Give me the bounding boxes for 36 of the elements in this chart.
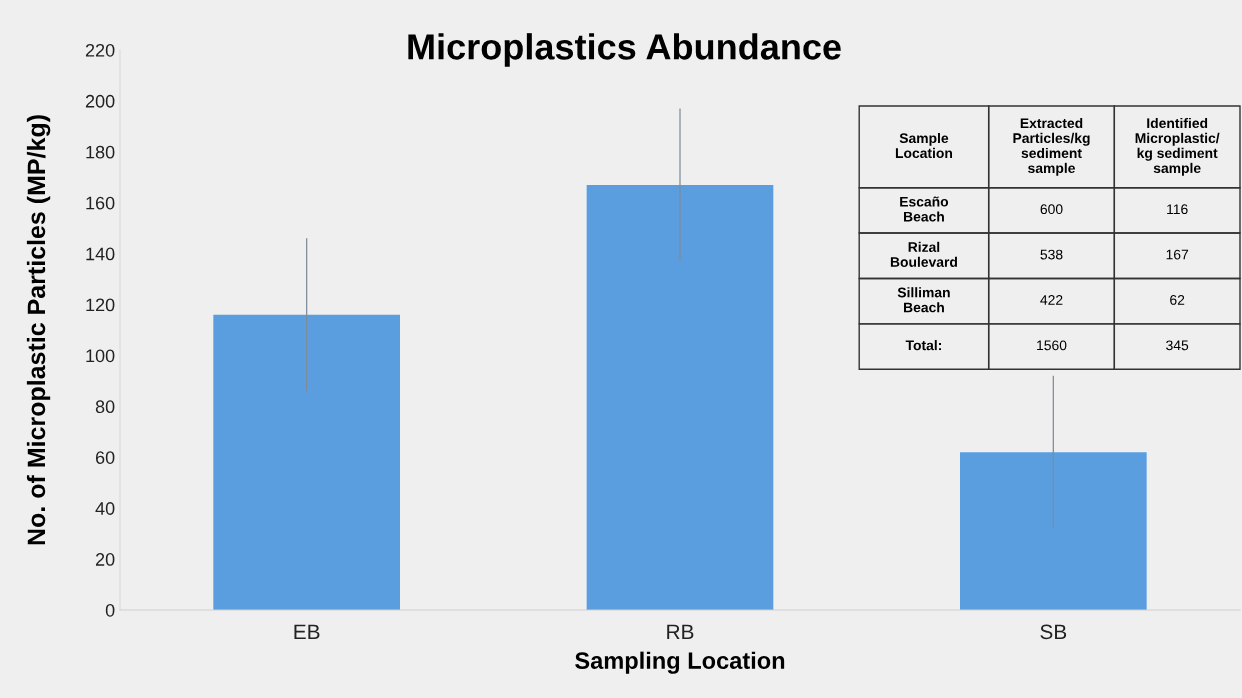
annotation: 62 bbox=[1170, 295, 1185, 305]
y-tick-label: 180 bbox=[86, 145, 115, 159]
y-tick-label: 80 bbox=[95, 400, 115, 414]
annotation: Total: bbox=[905, 340, 941, 351]
x-tick-label: RB bbox=[667, 624, 694, 639]
annotation: Rizal Boulevard bbox=[890, 241, 957, 267]
annotation: 167 bbox=[1166, 249, 1189, 260]
bar bbox=[586, 184, 774, 610]
annotation: 600 bbox=[1040, 204, 1063, 215]
y-tick-label: 140 bbox=[86, 247, 115, 261]
y-axis-title: No. of Microplastic Particles (MP/kg) bbox=[26, 115, 51, 545]
annotation: 116 bbox=[1167, 204, 1188, 215]
y-tick-label: 0 bbox=[105, 603, 115, 617]
x-tick-label: SB bbox=[1040, 624, 1067, 640]
bar bbox=[960, 452, 1147, 610]
annotation: 345 bbox=[1166, 340, 1189, 351]
y-tick-label: 120 bbox=[86, 298, 115, 312]
x-tick-label: EB bbox=[294, 624, 320, 639]
y-tick-label: 40 bbox=[95, 502, 115, 515]
annotation: Escaño Beach bbox=[900, 196, 949, 222]
y-tick-label: 200 bbox=[85, 94, 115, 108]
y-tick-label: 20 bbox=[95, 553, 115, 566]
y-tick-label: 100 bbox=[86, 349, 115, 363]
bar bbox=[213, 314, 400, 610]
annotation: Silliman Beach bbox=[897, 287, 950, 313]
annotation: Identified Microplastic/ kg sediment sample bbox=[1135, 117, 1220, 176]
annotation: 422 bbox=[1040, 295, 1063, 305]
y-tick-label: 160 bbox=[86, 196, 115, 210]
chart-title: Microplastics Abundance bbox=[408, 33, 841, 67]
y-tick-label: 60 bbox=[95, 451, 115, 464]
annotation: Extracted Particles/kg sediment sample bbox=[1013, 117, 1090, 176]
y-tick-label: 220 bbox=[85, 43, 115, 57]
annotation: 538 bbox=[1040, 249, 1063, 260]
annotation: Sample Location bbox=[895, 132, 953, 159]
annotation: 1560 bbox=[1037, 340, 1067, 351]
x-axis-title: Sampling Location bbox=[575, 651, 785, 674]
